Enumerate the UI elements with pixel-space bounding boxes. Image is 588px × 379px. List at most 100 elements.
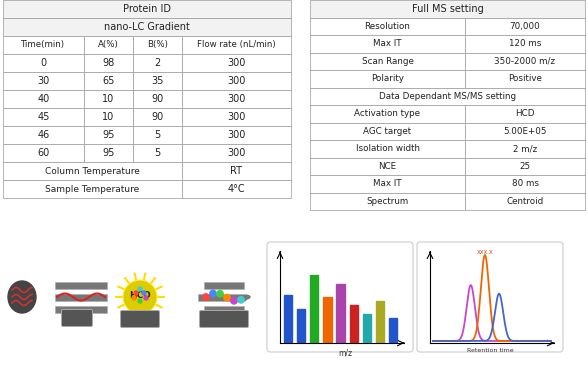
Circle shape	[138, 299, 142, 303]
Text: 90: 90	[151, 94, 163, 104]
Text: 300: 300	[227, 112, 245, 122]
Text: Precursor m/z
Fragmentation: Precursor m/z Fragmentation	[175, 221, 245, 241]
Text: Flow rate (nL/min): Flow rate (nL/min)	[197, 41, 276, 50]
Text: nano-LC Gradient: nano-LC Gradient	[104, 22, 190, 32]
Text: HCD: HCD	[515, 109, 534, 118]
Circle shape	[132, 296, 136, 300]
Text: HCD: HCD	[128, 314, 152, 324]
Bar	[182, 90, 291, 108]
Bar	[465, 122, 585, 140]
Text: Max IT: Max IT	[373, 179, 402, 188]
FancyBboxPatch shape	[199, 310, 249, 327]
Bar	[3, 108, 83, 126]
Text: Protein ID: Protein ID	[123, 4, 171, 14]
Text: Isolation width: Isolation width	[356, 144, 419, 153]
Bar	[83, 54, 133, 72]
Bar	[310, 35, 465, 53]
Bar	[83, 72, 133, 90]
Text: Column Temperature: Column Temperature	[45, 166, 140, 175]
Bar	[336, 283, 345, 342]
Bar	[182, 108, 291, 126]
Text: Quantification: Quantification	[453, 356, 527, 365]
Text: 4°C: 4°C	[228, 184, 245, 194]
Text: 10: 10	[102, 112, 114, 122]
Text: 95: 95	[102, 148, 114, 158]
Circle shape	[238, 297, 244, 303]
Bar	[133, 144, 182, 162]
Bar	[465, 193, 585, 210]
Bar	[465, 17, 585, 35]
Bar	[376, 301, 384, 342]
Circle shape	[134, 291, 138, 295]
Bar	[310, 105, 465, 122]
Text: 30: 30	[37, 76, 49, 86]
Text: 40: 40	[37, 94, 49, 104]
Text: 350-2000 m/z: 350-2000 m/z	[495, 57, 556, 66]
Text: 300: 300	[227, 130, 245, 140]
Text: Data Dependant MS/MS setting: Data Dependant MS/MS setting	[379, 92, 516, 101]
Text: Positive: Positive	[508, 74, 542, 83]
Bar	[465, 140, 585, 158]
Bar	[133, 108, 182, 126]
Text: Full MS setting: Full MS setting	[412, 4, 483, 14]
Bar	[310, 70, 465, 88]
Bar	[3, 18, 291, 36]
Text: Sample Temperature: Sample Temperature	[45, 185, 139, 194]
Text: 300: 300	[227, 148, 245, 158]
FancyBboxPatch shape	[62, 310, 92, 326]
Text: 300: 300	[227, 94, 245, 104]
Bar	[83, 90, 133, 108]
Bar	[55, 282, 107, 288]
Circle shape	[217, 291, 223, 297]
Bar	[3, 180, 182, 198]
Text: Orbitrap: Orbitrap	[201, 314, 248, 324]
Text: 80 ms: 80 ms	[512, 179, 539, 188]
Text: 98: 98	[102, 58, 114, 68]
Bar	[3, 0, 291, 18]
Text: 2: 2	[154, 58, 160, 68]
Text: 5: 5	[154, 130, 160, 140]
Text: HCD: HCD	[129, 290, 151, 299]
Bar	[284, 295, 292, 342]
Circle shape	[138, 287, 142, 291]
Text: 46: 46	[37, 130, 49, 140]
Bar	[55, 305, 107, 313]
Text: MS/MS spectrum: MS/MS spectrum	[298, 356, 383, 365]
Bar	[3, 162, 182, 180]
Text: NCE: NCE	[379, 162, 396, 171]
Text: 45: 45	[37, 112, 49, 122]
Text: 0: 0	[40, 58, 46, 68]
Text: 60: 60	[37, 148, 49, 158]
Circle shape	[210, 290, 216, 297]
Text: Time(min): Time(min)	[21, 41, 65, 50]
Bar	[133, 90, 182, 108]
Bar	[3, 72, 83, 90]
Text: m/z: m/z	[338, 348, 352, 357]
Bar	[204, 305, 244, 313]
Bar	[310, 0, 585, 17]
Bar	[310, 122, 465, 140]
Bar	[83, 108, 133, 126]
Bar	[349, 305, 358, 342]
Bar	[133, 126, 182, 144]
Bar	[389, 318, 397, 342]
Circle shape	[144, 296, 148, 300]
Text: 5.00E+05: 5.00E+05	[503, 127, 547, 136]
Text: 35: 35	[151, 76, 163, 86]
Bar	[83, 144, 133, 162]
Bar	[465, 35, 585, 53]
Text: A(%): A(%)	[98, 41, 119, 50]
Bar	[182, 36, 291, 54]
Text: Polarity: Polarity	[371, 74, 404, 83]
Bar	[83, 36, 133, 54]
Bar	[198, 293, 250, 301]
Bar	[3, 126, 83, 144]
Bar	[465, 105, 585, 122]
Text: XXX.X: XXX.X	[476, 250, 493, 255]
Bar	[133, 72, 182, 90]
Bar	[310, 193, 465, 210]
Bar	[310, 158, 465, 175]
Text: B(%): B(%)	[146, 41, 168, 50]
Bar	[310, 88, 585, 105]
Bar	[310, 17, 465, 35]
